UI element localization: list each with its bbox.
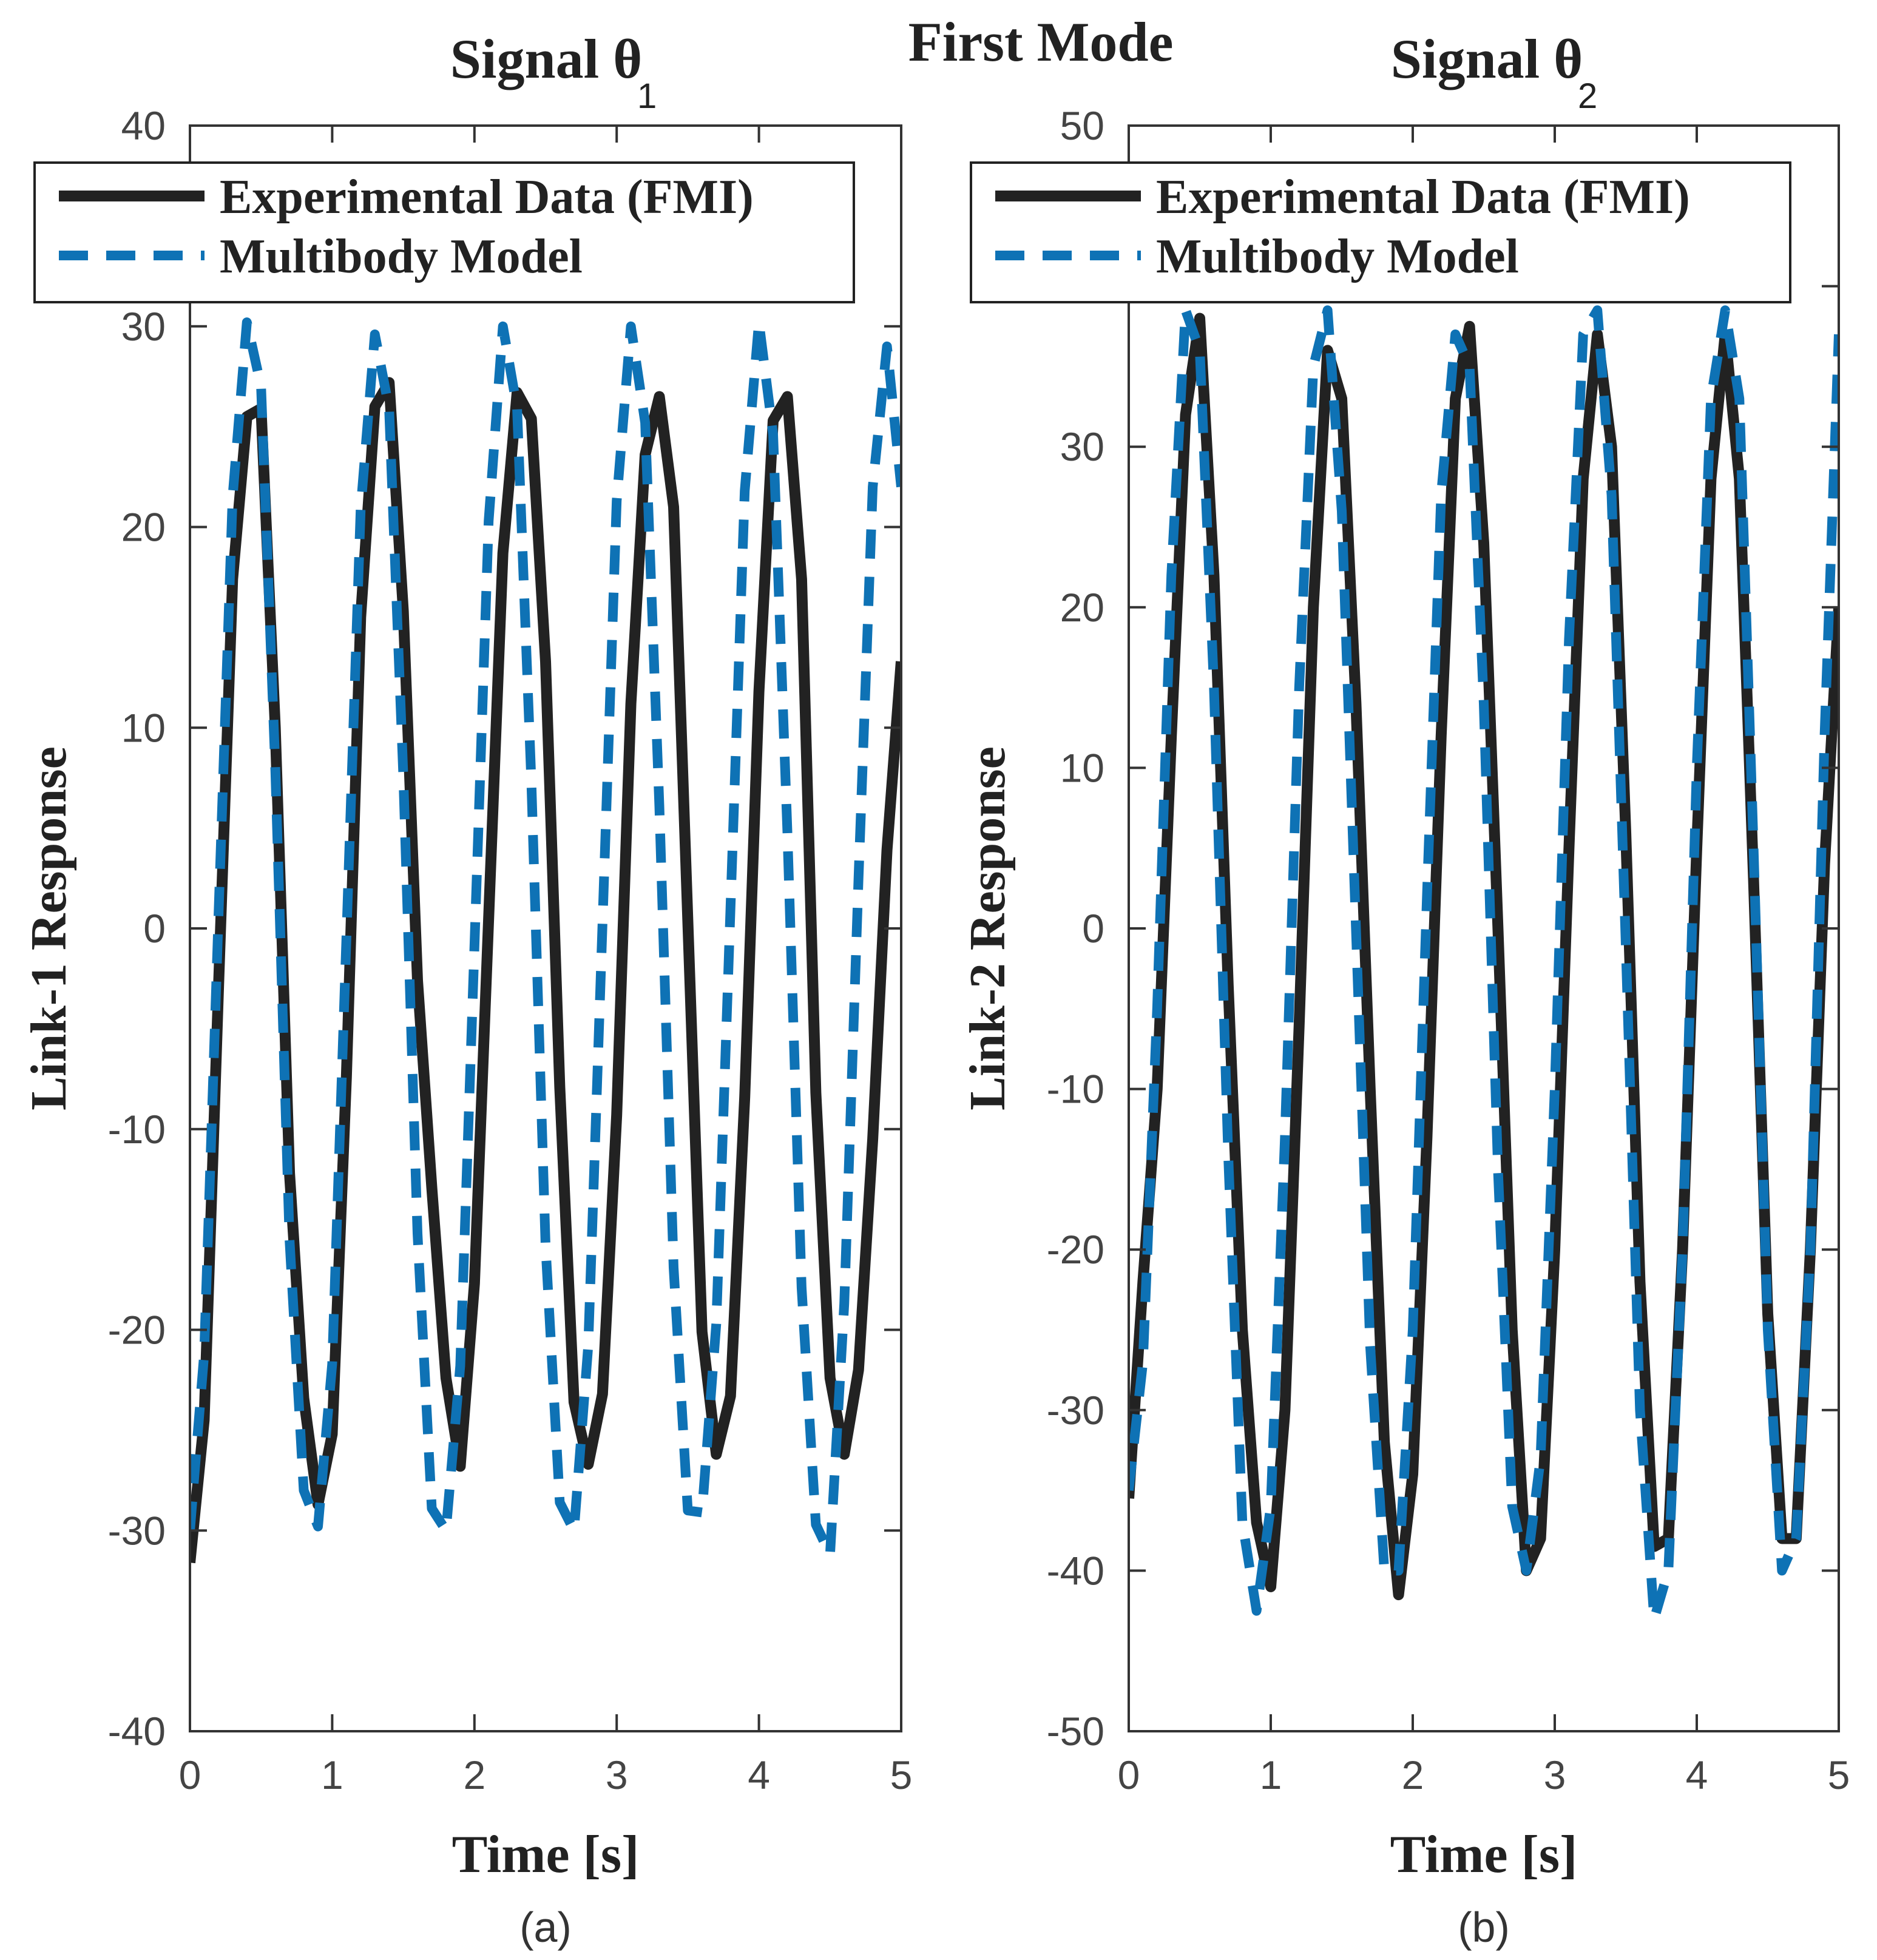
chart-panel-1: 0 1 2 3 4 5 -40 -30 -20 -10 0 10 20 30 40 Time [s] Link-… <box>21 28 912 1951</box>
y-tick-label: 20 <box>1060 585 1104 630</box>
y-tick-label: 30 <box>121 304 166 349</box>
y-tick-label: -10 <box>1047 1067 1104 1112</box>
series-line-multibody <box>190 317 901 1560</box>
y-tick-label: -40 <box>1047 1548 1104 1593</box>
y-tick-label: -30 <box>108 1508 166 1553</box>
y-tick-label: 20 <box>121 505 166 550</box>
x-tick-label: 3 <box>606 1752 628 1797</box>
panel-label: (b) <box>1458 1904 1510 1951</box>
y-tick-label: 10 <box>1060 745 1104 790</box>
y-tick-label: -40 <box>108 1709 166 1754</box>
x-tick-label: 2 <box>1402 1752 1424 1797</box>
y-tick-label: -20 <box>108 1308 166 1353</box>
x-tick-label: 4 <box>748 1752 770 1797</box>
y-tick-label: 30 <box>1060 424 1104 469</box>
series-line-multibody <box>1129 305 1839 1624</box>
y-tick-label: -10 <box>108 1107 166 1152</box>
x-tick-label: 0 <box>179 1752 201 1797</box>
chart-title: Signal θ <box>1391 28 1583 90</box>
chart-title-subscript: 1 <box>637 76 657 116</box>
y-tick-label: -20 <box>1047 1227 1104 1272</box>
x-axis-label: Time [s] <box>1390 1825 1578 1884</box>
y-tick-label: 10 <box>121 705 166 750</box>
legend-box <box>33 161 855 303</box>
chart-title: Signal θ <box>450 28 642 90</box>
chart-title-subscript: 2 <box>1578 76 1597 116</box>
x-tick-label: 0 <box>1118 1752 1140 1797</box>
plot-area <box>1129 305 1839 1624</box>
x-tick-label: 5 <box>1828 1752 1850 1797</box>
legend: Experimental Data (FMI) Multibody Model <box>33 161 855 303</box>
series-line-experimental <box>190 377 901 1564</box>
y-tick-label: -30 <box>1047 1388 1104 1433</box>
x-tick-label: 5 <box>890 1752 913 1797</box>
y-tick-label: 0 <box>143 906 166 951</box>
series-line-experimental <box>1129 313 1839 1601</box>
legend-label-multibody: Multibody Model <box>220 230 583 283</box>
x-tick-label: 4 <box>1686 1752 1708 1797</box>
panel-label: (a) <box>519 1904 572 1951</box>
legend-label-multibody: Multibody Model <box>1156 230 1519 283</box>
plot-area <box>190 317 901 1564</box>
x-tick-label: 2 <box>463 1752 485 1797</box>
y-tick-label: 50 <box>1060 103 1104 148</box>
legend: Experimental Data (FMI) Multibody Model <box>970 161 1791 303</box>
y-tick-label: 0 <box>1082 906 1104 951</box>
legend-label-experimental: Experimental Data (FMI) <box>1156 171 1690 224</box>
figure-title: First Mode <box>908 11 1174 73</box>
y-axis-label: Link-2 Response <box>959 746 1016 1110</box>
x-tick-label: 1 <box>321 1752 343 1797</box>
x-axis-label: Time [s] <box>452 1825 640 1884</box>
x-tick-label: 1 <box>1260 1752 1282 1797</box>
y-axis-label: Link-1 Response <box>21 746 77 1110</box>
y-tick-label: -50 <box>1047 1709 1104 1754</box>
y-tick-label: 40 <box>121 103 166 148</box>
legend-box <box>970 161 1791 303</box>
legend-label-experimental: Experimental Data (FMI) <box>220 171 754 224</box>
x-tick-label: 3 <box>1544 1752 1566 1797</box>
